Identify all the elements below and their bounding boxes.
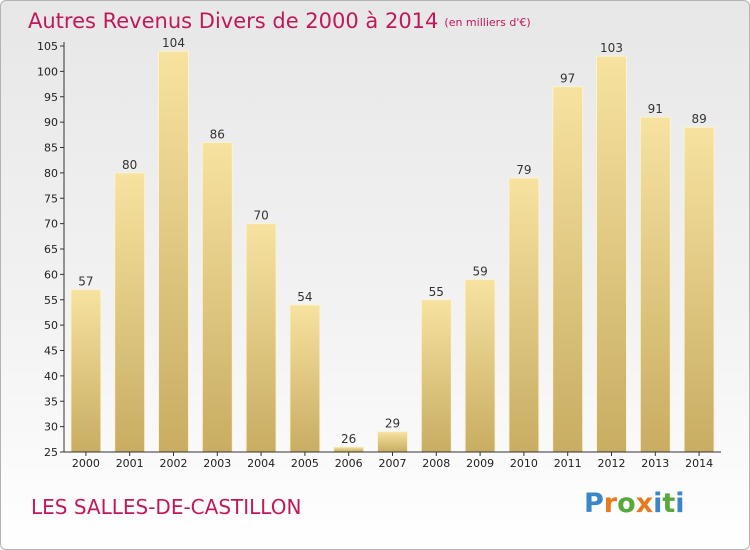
x-tick-label: 2000: [72, 457, 100, 470]
bar-value-label: 79: [516, 163, 531, 177]
bar-value-label: 80: [122, 158, 137, 172]
chart-title-unit: (en milliers d'€): [444, 16, 531, 29]
bar-value-label: 89: [691, 112, 706, 126]
y-tick-label: 85: [44, 142, 58, 155]
x-tick-label: 2006: [335, 457, 363, 470]
y-tick-label: 100: [37, 65, 58, 78]
y-tick-label: 50: [44, 319, 58, 332]
x-tick-label: 2004: [247, 457, 275, 470]
bar: [201, 141, 233, 453]
bar-value-label: 86: [210, 127, 225, 141]
bar-value-label: 70: [253, 209, 268, 223]
bar-value-label: 26: [341, 432, 356, 446]
bar-value-label: 57: [78, 275, 93, 289]
x-tick-label: 2011: [554, 457, 582, 470]
bar: [508, 177, 540, 453]
logo-letter: t: [662, 488, 676, 519]
y-tick-label: 55: [44, 294, 58, 307]
bar: [333, 446, 365, 453]
bar: [552, 86, 584, 453]
y-tick-label: 30: [44, 421, 58, 434]
y-tick-label: 60: [44, 268, 58, 281]
bar: [683, 126, 715, 453]
bar: [289, 304, 321, 453]
y-tick-label: 40: [44, 370, 58, 383]
logo-letter: i: [675, 488, 685, 519]
y-tick-label: 65: [44, 243, 58, 256]
x-tick-label: 2007: [379, 457, 407, 470]
bar: [596, 55, 627, 453]
x-tick-label: 2014: [685, 457, 713, 470]
y-tick-label: 75: [44, 192, 58, 205]
logo-letter: x: [635, 488, 654, 519]
x-tick-label: 2010: [510, 457, 538, 470]
x-tick-label: 2012: [598, 457, 626, 470]
x-tick-label: 2001: [116, 457, 144, 470]
chart-title-text: Autres Revenus Divers de 2000 à 2014: [28, 9, 439, 33]
bar-value-label: 104: [162, 36, 185, 50]
y-tick-label: 45: [44, 345, 58, 358]
y-tick-label: 80: [44, 167, 58, 180]
x-tick-label: 2013: [641, 457, 669, 470]
bar-value-label: 97: [560, 72, 575, 86]
y-tick-label: 95: [44, 91, 58, 104]
chart-title: Autres Revenus Divers de 2000 à 2014 (en …: [28, 9, 531, 33]
bar: [70, 289, 102, 453]
logo-letter: i: [653, 488, 663, 519]
bar: [245, 223, 277, 453]
logo-letter: r: [603, 488, 618, 519]
bar: [420, 299, 452, 453]
x-tick-label: 2005: [291, 457, 319, 470]
bar-value-label: 55: [429, 285, 444, 299]
bar: [377, 431, 408, 453]
y-tick-label: 70: [44, 218, 58, 231]
y-tick-label: 90: [44, 116, 58, 129]
bar: [639, 116, 671, 453]
bar: [114, 172, 146, 453]
bar: [464, 278, 496, 453]
x-tick-label: 2002: [160, 457, 188, 470]
bar-value-label: 54: [297, 290, 312, 304]
commune-label: LES SALLES-DE-CASTILLON: [31, 495, 302, 519]
bar-value-label: 91: [648, 102, 663, 116]
logo-letter: o: [617, 488, 636, 519]
proxiti-logo: Proxiti: [584, 488, 685, 519]
bar-value-label: 103: [600, 41, 623, 55]
bar: [158, 50, 189, 453]
y-tick-label: 25: [44, 446, 58, 459]
x-tick-label: 2008: [422, 457, 450, 470]
x-tick-label: 2009: [466, 457, 494, 470]
logo-letter: P: [584, 488, 604, 519]
bar-value-label: 29: [385, 417, 400, 431]
bar-value-label: 59: [472, 264, 487, 278]
y-tick-label: 105: [37, 40, 58, 53]
y-tick-label: 35: [44, 395, 58, 408]
x-tick-label: 2003: [203, 457, 231, 470]
